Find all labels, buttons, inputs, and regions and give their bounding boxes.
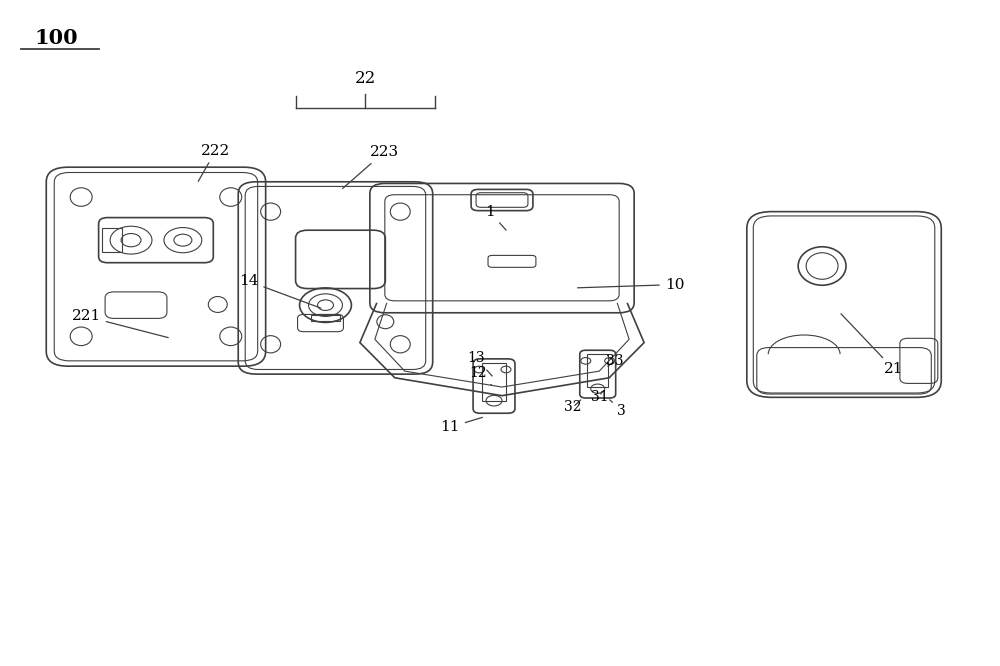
Bar [102, 228, 122, 252]
Text: 22: 22 [355, 71, 376, 87]
Text: 223: 223 [343, 145, 399, 188]
Text: 100: 100 [34, 28, 78, 48]
Text: 11: 11 [440, 418, 482, 434]
Text: 31: 31 [591, 390, 609, 404]
Text: 21: 21 [841, 314, 904, 376]
Text: 3: 3 [610, 400, 626, 418]
Text: 10: 10 [578, 278, 684, 292]
Bar [587, 354, 608, 388]
Text: 222: 222 [198, 144, 230, 181]
Text: 14: 14 [239, 274, 321, 308]
Text: 32: 32 [564, 400, 582, 414]
Bar [311, 316, 340, 322]
Text: 13: 13 [467, 351, 492, 376]
Text: 221: 221 [72, 310, 168, 338]
Text: 33: 33 [606, 354, 623, 368]
Text: 1: 1 [485, 205, 506, 230]
Bar [482, 363, 506, 402]
Text: 12: 12 [469, 366, 492, 386]
